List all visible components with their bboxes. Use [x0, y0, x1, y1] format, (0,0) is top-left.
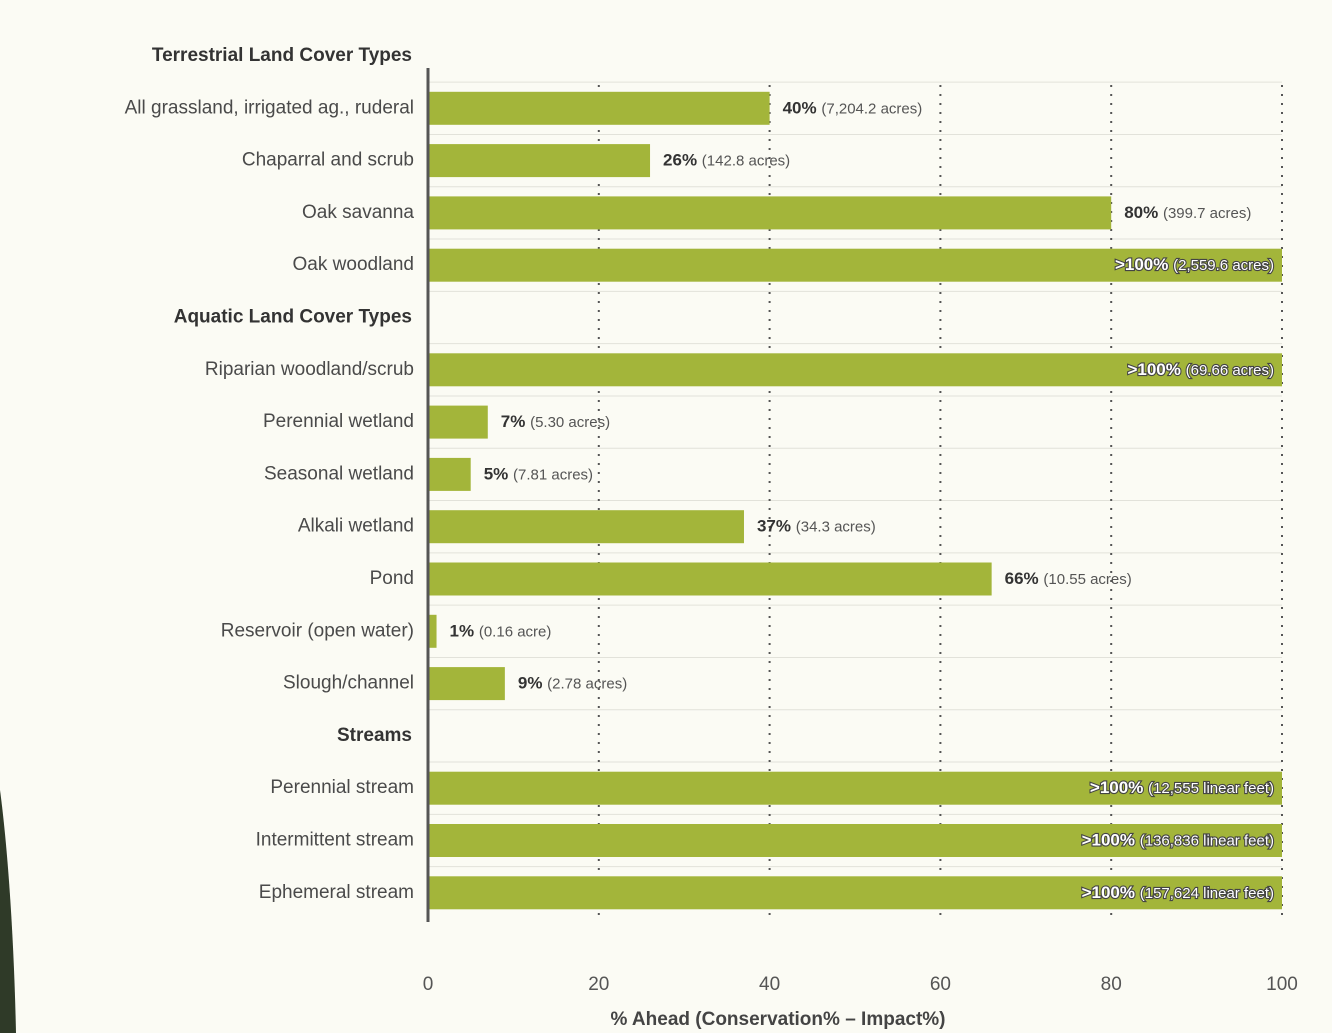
value-percent: >100% [1090, 779, 1143, 798]
value-detail: (10.55 acres) [1043, 571, 1131, 588]
value-percent: 66% [1005, 569, 1039, 588]
value-label: >100% (69.66 acres) [1127, 360, 1274, 379]
category-label: Oak savanna [302, 202, 414, 223]
bar [428, 510, 744, 544]
value-percent: >100% [1082, 831, 1135, 850]
x-tick-label: 40 [759, 974, 780, 995]
value-detail: (7.81 acres) [513, 466, 593, 483]
value-label: 37% (34.3 acres) [757, 517, 876, 536]
bar [428, 824, 1282, 857]
bar [428, 144, 651, 178]
value-label: >100% (12,555 linear feet) [1090, 779, 1274, 798]
value-detail: (34.3 acres) [796, 519, 876, 536]
x-tick-label: 0 [423, 974, 434, 995]
value-label: 66% (10.55 acres) [1005, 569, 1132, 588]
bar [428, 876, 1282, 910]
category-label: All grassland, irrigated ag., ruderal [125, 97, 414, 118]
group-header: Streams [337, 725, 412, 746]
bar [428, 771, 1282, 805]
x-tick-label: 60 [930, 974, 951, 995]
bar [428, 405, 488, 439]
value-label: >100% (2,559.6 acres) [1115, 256, 1274, 275]
group-header: Terrestrial Land Cover Types [152, 45, 412, 66]
value-percent: 1% [450, 622, 475, 641]
value-detail: (142.8 acres) [702, 153, 790, 170]
x-tick-label: 100 [1266, 974, 1298, 995]
category-label: Alkali wetland [298, 516, 414, 537]
value-detail: (399.7 acres) [1163, 205, 1251, 222]
value-percent: 7% [501, 413, 526, 432]
value-label: 9% (2.78 acres) [518, 674, 627, 693]
value-detail: (0.16 acre) [479, 623, 552, 640]
bar [428, 562, 992, 596]
value-percent: >100% [1127, 360, 1180, 379]
category-label: Slough/channel [283, 673, 414, 694]
x-tick-label: 80 [1101, 974, 1122, 995]
category-label: Ephemeral stream [259, 882, 414, 903]
background-photo-edge [0, 790, 16, 1033]
value-percent: 40% [783, 99, 817, 118]
category-label: Seasonal wetland [264, 463, 414, 484]
bar [428, 196, 1112, 230]
value-label: 7% (5.30 acres) [501, 413, 610, 432]
value-detail: (2.78 acres) [547, 676, 627, 693]
bar [428, 91, 770, 125]
value-label: 80% (399.7 acres) [1124, 203, 1251, 222]
value-label: 26% (142.8 acres) [663, 151, 790, 170]
value-detail: (2,559.6 acres) [1173, 257, 1274, 274]
value-percent: 37% [757, 517, 791, 536]
bar [428, 667, 505, 701]
value-percent: 80% [1124, 203, 1158, 222]
value-percent: 26% [663, 151, 697, 170]
bar [428, 353, 1282, 387]
bar [428, 248, 1282, 282]
category-label: Pond [370, 568, 414, 589]
value-percent: 5% [484, 465, 509, 484]
x-axis-title: % Ahead (Conservation% – Impact%) [610, 1009, 945, 1030]
value-percent: >100% [1115, 256, 1168, 275]
group-header: Aquatic Land Cover Types [174, 307, 412, 328]
value-detail: (157,624 linear feet) [1140, 885, 1274, 902]
value-detail: (136,836 linear feet) [1140, 832, 1274, 849]
category-label: Reservoir (open water) [221, 620, 414, 641]
x-tick-label: 20 [588, 974, 609, 995]
value-label: 40% (7,204.2 acres) [783, 99, 923, 118]
value-detail: (7,204.2 acres) [821, 100, 922, 117]
value-percent: >100% [1082, 883, 1135, 902]
category-label: Perennial stream [270, 777, 414, 798]
category-label: Riparian woodland/scrub [205, 359, 414, 380]
value-label: 5% (7.81 acres) [484, 465, 593, 484]
value-label: >100% (136,836 linear feet) [1082, 831, 1274, 850]
category-label: Chaparral and scrub [242, 150, 414, 171]
value-label: >100% (157,624 linear feet) [1082, 883, 1274, 902]
value-detail: (5.30 acres) [530, 414, 610, 431]
bar [428, 614, 437, 648]
value-percent: 9% [518, 674, 543, 693]
category-label: Oak woodland [293, 254, 414, 275]
value-detail: (69.66 acres) [1186, 362, 1274, 379]
category-label: Perennial wetland [263, 411, 414, 432]
category-label: Intermittent stream [256, 830, 414, 851]
value-label: 1% (0.16 acre) [450, 622, 552, 641]
bar [428, 457, 471, 491]
value-detail: (12,555 linear feet) [1148, 780, 1274, 797]
